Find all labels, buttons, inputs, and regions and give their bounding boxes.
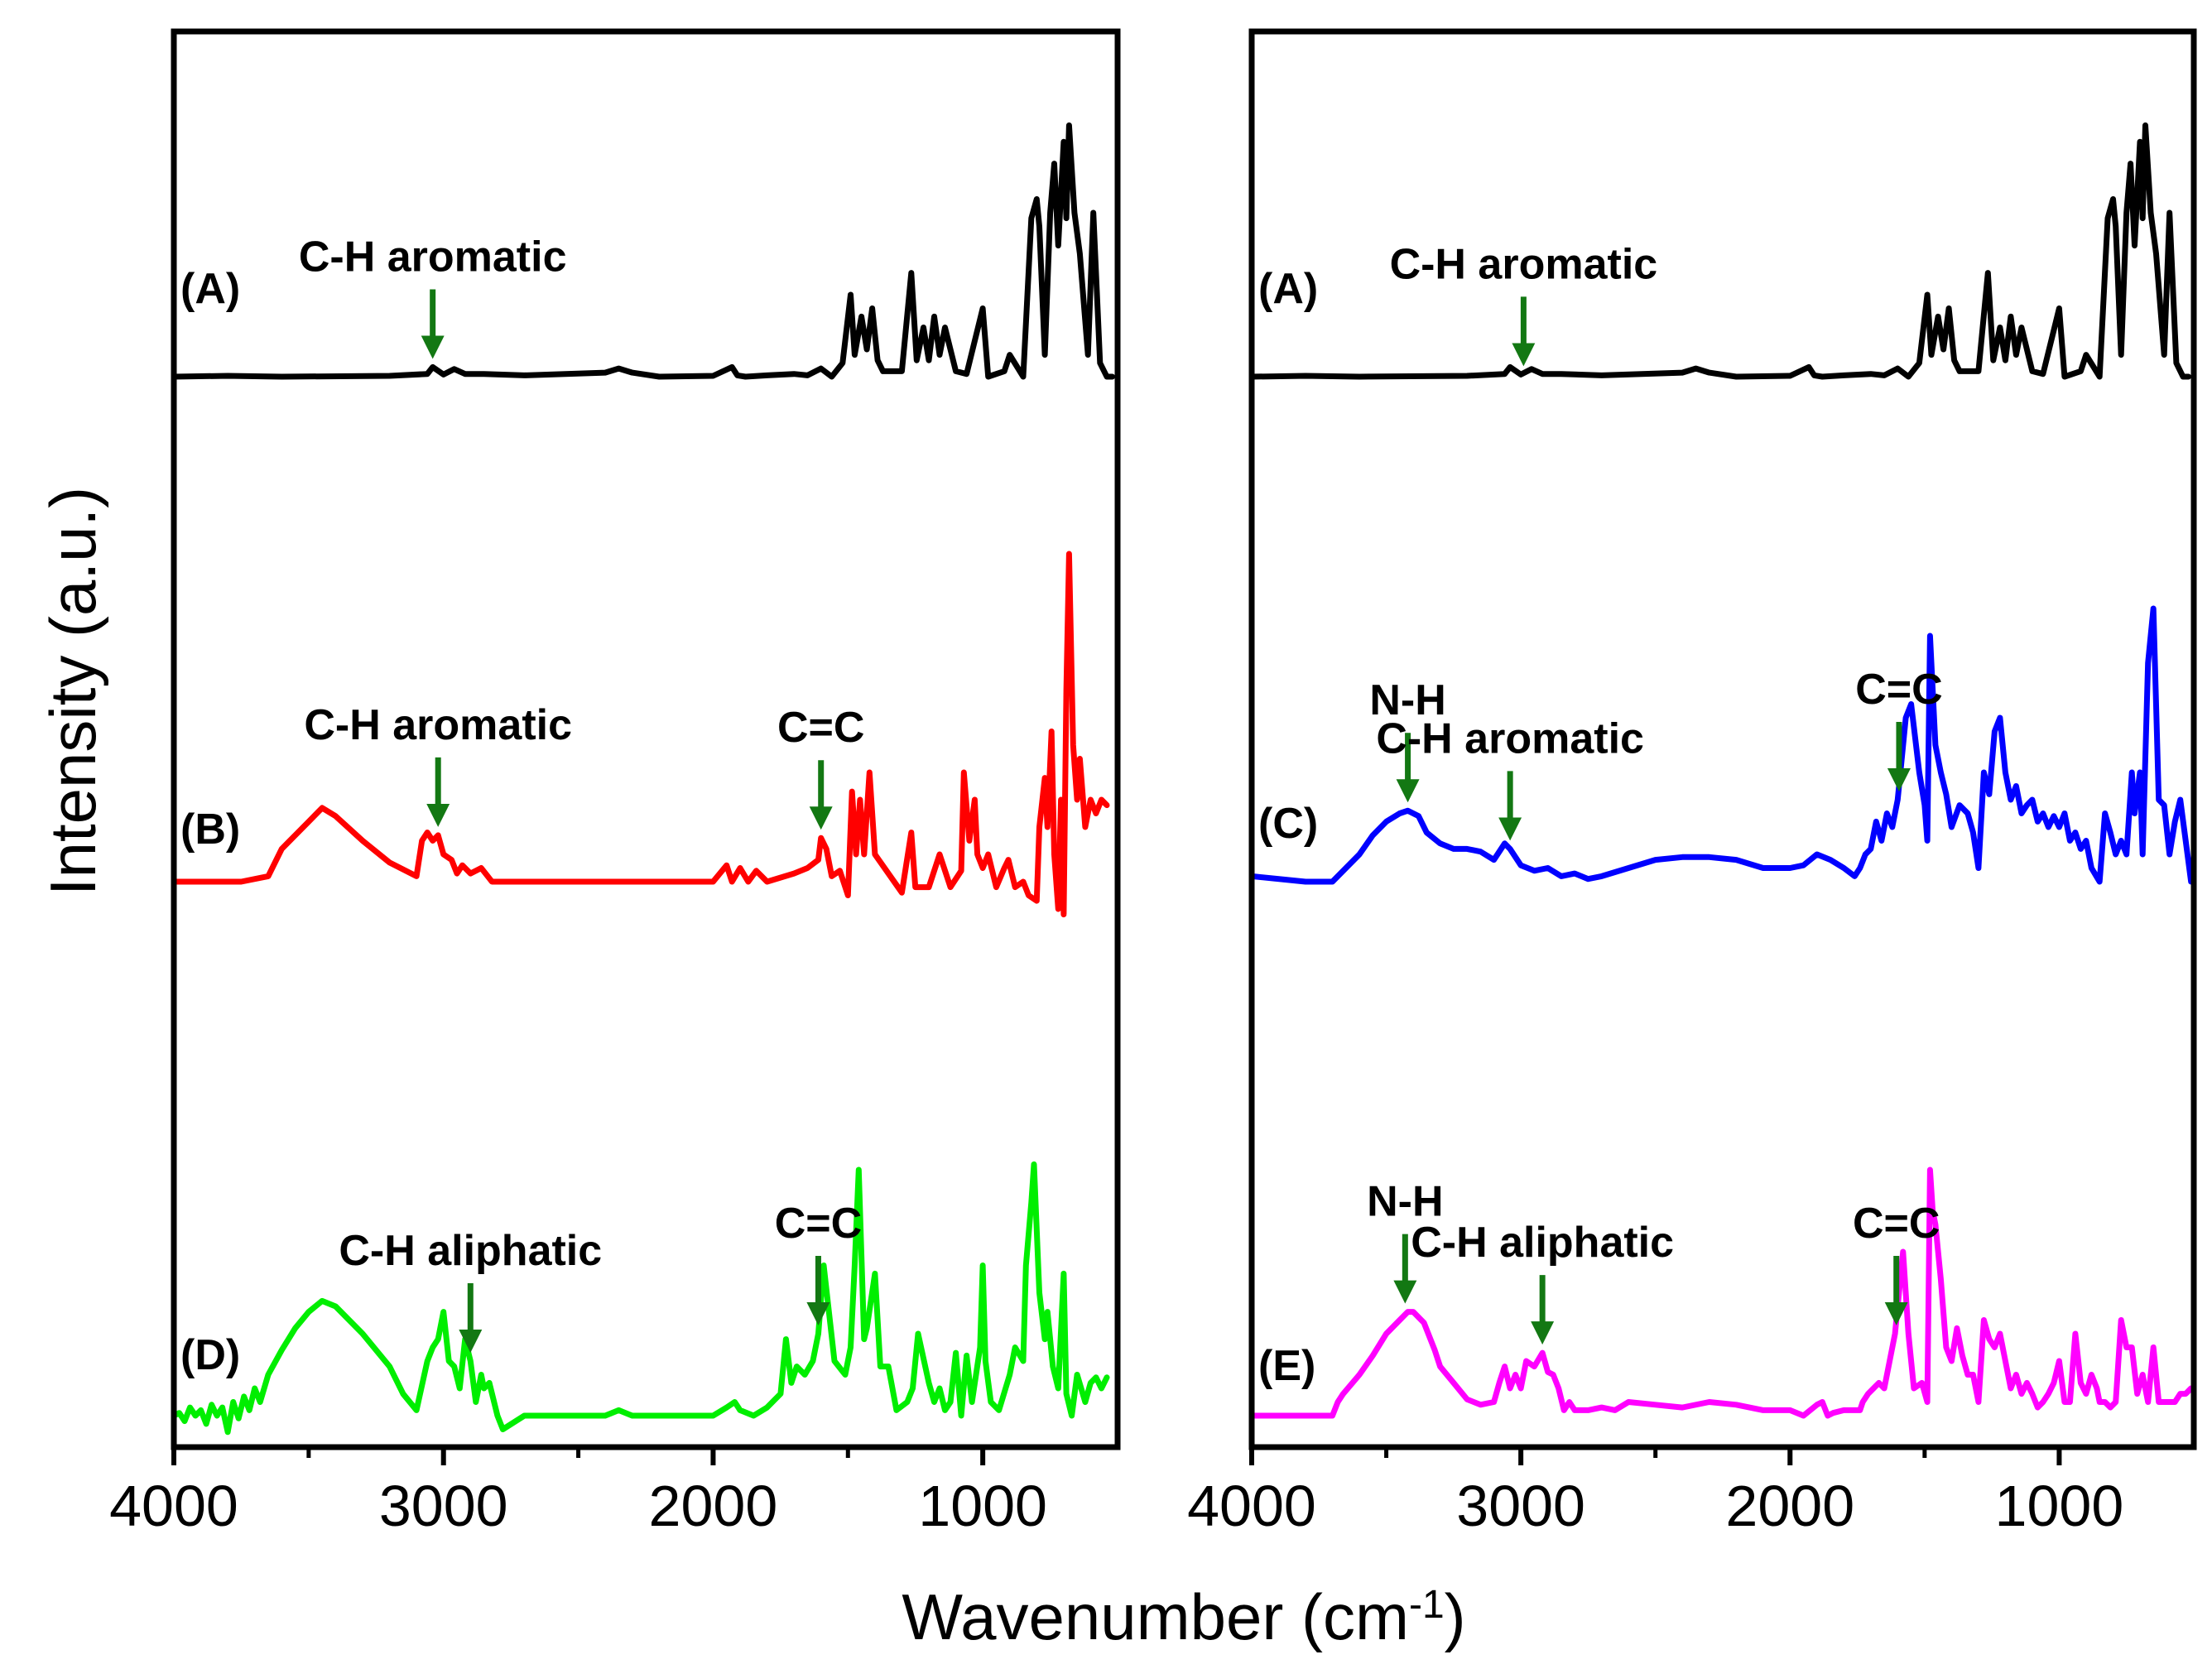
annotation-label: C-H aromatic <box>1376 714 1644 762</box>
y-axis-title: Intensity (a.u.) <box>36 487 109 896</box>
curve-label-c: (C) <box>1258 800 1318 848</box>
annotation-label: C-H aliphatic <box>339 1227 602 1275</box>
x-tick-label: 1000 <box>918 1474 1047 1538</box>
x-tick-label: 2000 <box>649 1474 778 1538</box>
annotation-label: N-H <box>1369 676 1445 724</box>
spectrum-a <box>171 122 1115 380</box>
curve-label-e: (E) <box>1258 1342 1315 1390</box>
x-axis-title-sup: -1 <box>1409 1583 1445 1627</box>
annotation-label: C-H aromatic <box>1390 240 1658 288</box>
spectrum-b <box>171 551 1110 918</box>
annotation-label: C-H aromatic <box>299 233 567 281</box>
panel-left: (A) (B) (D) C-H aromatic C-H aromatic C=C C-H … <box>109 28 1121 1538</box>
curve-label-d: (D) <box>180 1331 240 1379</box>
spectrum-d <box>171 1161 1110 1436</box>
x-tick-label: 3000 <box>1456 1474 1585 1538</box>
curve-label-a: (A) <box>1258 265 1318 313</box>
curve-label-b: (B) <box>180 806 240 854</box>
spectrum-a <box>1248 122 2191 380</box>
x-tick-label: 3000 <box>379 1474 508 1538</box>
x-axis-title-main: Wavenumber (cm <box>902 1580 1409 1653</box>
plot-frame <box>1248 28 2197 1450</box>
x-tick-label: 4000 <box>1187 1474 1316 1538</box>
annotation-label: C=C <box>1853 1200 1940 1248</box>
x-tick-label: 2000 <box>1725 1474 1854 1538</box>
annotation-label: C=C <box>775 1200 862 1248</box>
annotation-label: C-H aliphatic <box>1411 1219 1674 1267</box>
annotation-label: C-H aromatic <box>304 701 572 749</box>
plot-frame <box>171 28 1121 1450</box>
spectrum-c <box>1248 605 2195 885</box>
x-tick-label: 1000 <box>1995 1474 2124 1538</box>
x-axis-title: Wavenumber (cm-1) <box>902 1580 1465 1653</box>
annotation-label: N-H <box>1367 1178 1443 1226</box>
x-axis-title-close: ) <box>1445 1580 1466 1653</box>
curve-label-a: (A) <box>180 265 240 313</box>
x-tick-label: 4000 <box>109 1474 238 1538</box>
annotation-label: C=C <box>1855 666 1942 714</box>
annotation-label: C=C <box>777 704 864 752</box>
